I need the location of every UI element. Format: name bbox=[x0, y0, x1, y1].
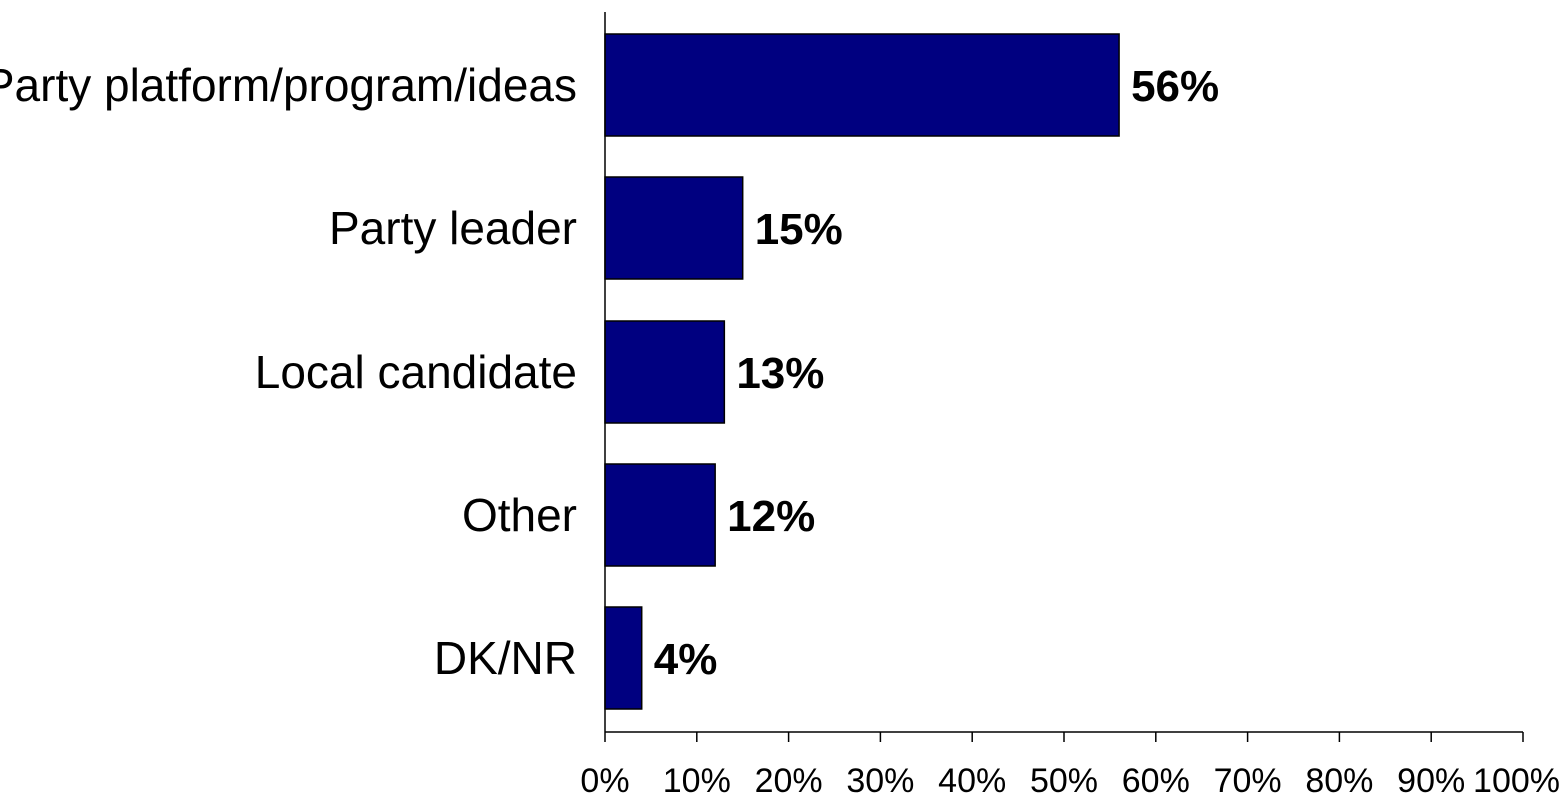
axis-layer bbox=[604, 12, 1524, 742]
x-tick-label: 20% bbox=[755, 762, 823, 800]
x-tick-label: 10% bbox=[663, 762, 731, 800]
x-tick-label: 0% bbox=[580, 762, 629, 800]
value-label: 13% bbox=[736, 349, 824, 398]
value-label: 12% bbox=[727, 492, 815, 541]
category-label: Local candidate bbox=[255, 346, 577, 398]
bar-0 bbox=[604, 33, 1120, 137]
category-label: Party leader bbox=[329, 202, 577, 254]
x-tick-label: 50% bbox=[1030, 762, 1098, 800]
bars-layer bbox=[604, 33, 1120, 710]
bar-2 bbox=[604, 320, 726, 424]
x-tick-label: 90% bbox=[1397, 762, 1465, 800]
labels-layer: Party platform/program/ideas 56% Party lea… bbox=[0, 59, 1560, 800]
value-label: 15% bbox=[755, 205, 843, 254]
bar-1 bbox=[604, 176, 744, 280]
x-tick-label: 80% bbox=[1305, 762, 1373, 800]
category-label: Other bbox=[462, 489, 577, 541]
bar-4 bbox=[604, 606, 643, 710]
x-tick-label: 30% bbox=[846, 762, 914, 800]
x-tick-label: 60% bbox=[1122, 762, 1190, 800]
x-tick-label: 40% bbox=[938, 762, 1006, 800]
x-tick-label: 100% bbox=[1473, 762, 1560, 800]
x-tick-label: 70% bbox=[1214, 762, 1282, 800]
category-label: Party platform/program/ideas bbox=[0, 59, 577, 111]
category-label: DK/NR bbox=[434, 632, 577, 684]
value-label: 4% bbox=[654, 635, 718, 684]
bar-3 bbox=[604, 463, 716, 567]
value-label: 56% bbox=[1131, 62, 1219, 111]
